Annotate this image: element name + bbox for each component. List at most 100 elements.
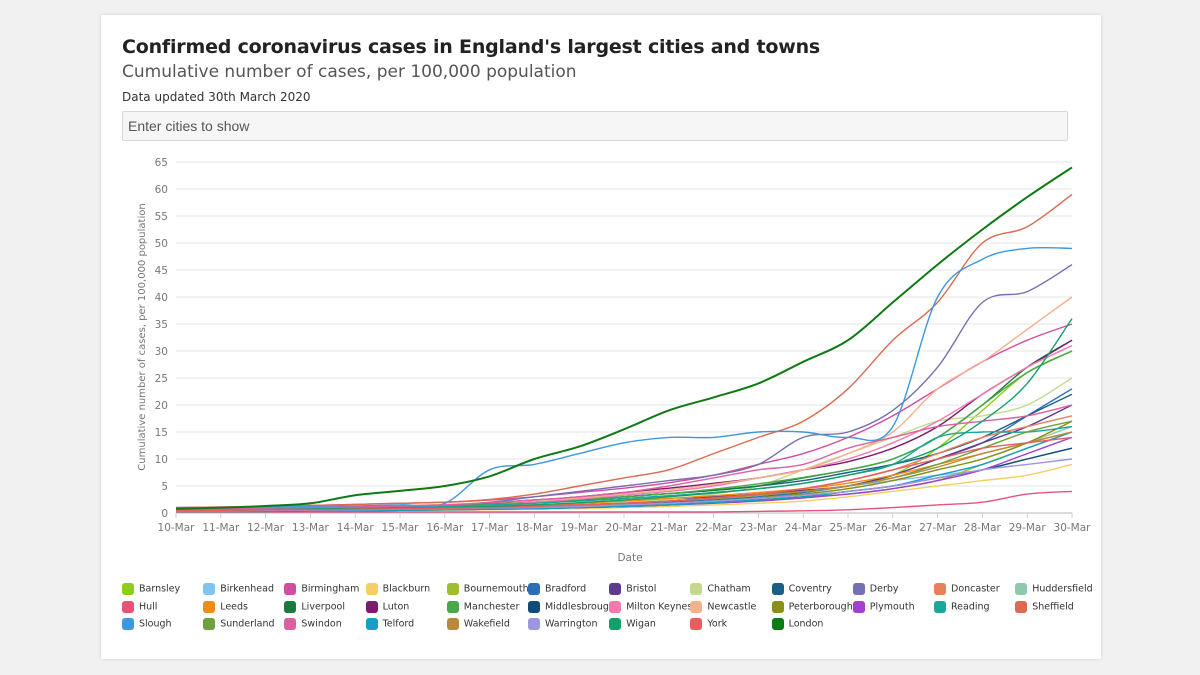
legend-item-sheffield[interactable]: Sheffield — [1015, 600, 1074, 615]
legend-swatch — [609, 600, 622, 613]
x-tick-label: 16-Mar — [426, 522, 464, 534]
legend-swatch — [528, 618, 540, 630]
x-tick-label: 24-Mar — [785, 522, 823, 534]
y-tick-label: 60 — [155, 184, 168, 196]
legend-swatch — [690, 583, 703, 595]
legend-swatch — [528, 600, 540, 613]
legend-item-newcastle[interactable]: Newcastle — [690, 600, 756, 615]
x-tick-label: 15-Mar — [382, 522, 420, 534]
legend-item-leeds[interactable]: Leeds — [203, 600, 248, 615]
legend-item-york[interactable]: York — [690, 618, 727, 632]
legend-swatch — [446, 600, 459, 613]
legend-item-sunderland[interactable]: Sunderland — [203, 618, 275, 632]
legend-label: Birmingham — [301, 583, 360, 595]
legend-item-plymouth[interactable]: Plymouth — [852, 600, 915, 615]
y-tick-label: 25 — [155, 373, 168, 385]
legend-item-barnsley[interactable]: Barnsley — [122, 583, 180, 597]
legend-label: Bournemouth — [463, 583, 529, 595]
legend-swatch — [852, 600, 865, 613]
legend-item-middlesbrough[interactable]: Middlesbrough — [528, 600, 615, 615]
legend-label: Doncaster — [951, 583, 1000, 595]
x-tick-label: 29-Mar — [1009, 522, 1047, 534]
legend-item-bristol[interactable]: Bristol — [609, 583, 656, 597]
legend-label: Wakefield — [463, 618, 510, 630]
legend-label: Wigan — [626, 618, 656, 630]
x-tick-label: 17-Mar — [471, 522, 509, 534]
y-tick-label: 40 — [155, 292, 168, 304]
legend-swatch — [122, 600, 134, 613]
chart-title: Confirmed coronavirus cases in England's… — [122, 36, 821, 58]
legend-swatch — [446, 583, 459, 595]
series-line-wigan[interactable] — [175, 318, 1073, 512]
series-line-york[interactable] — [175, 436, 1073, 512]
legend-item-london[interactable]: London — [771, 618, 823, 632]
legend-item-doncaster[interactable]: Doncaster — [934, 583, 1000, 597]
y-tick-label: 35 — [155, 319, 168, 331]
legend-label: Luton — [382, 601, 410, 612]
series-line-slough[interactable] — [175, 246, 1073, 509]
legend-label: Plymouth — [869, 601, 915, 612]
legend-label: Manchester — [463, 601, 520, 612]
series-line-liverpool[interactable] — [175, 339, 1073, 511]
legend-item-wigan[interactable]: Wigan — [609, 618, 656, 632]
legend-label: Middlesbrough — [545, 601, 615, 612]
legend-swatch — [934, 583, 946, 595]
legend-item-peterborough[interactable]: Peterborough — [771, 600, 853, 615]
legend-item-birkenhead[interactable]: Birkenhead — [203, 583, 274, 597]
legend-item-manchester[interactable]: Manchester — [446, 600, 520, 615]
y-tick-label: 0 — [161, 508, 168, 520]
legend-swatch — [203, 600, 216, 613]
city-filter-input[interactable]: Enter cities to show — [122, 111, 1068, 141]
legend-swatch — [365, 600, 378, 613]
legend-swatch — [284, 583, 297, 595]
series-line-milton-keynes[interactable] — [176, 344, 1073, 511]
legend-label: Peterborough — [788, 601, 853, 612]
legend-label: Barnsley — [139, 583, 181, 595]
series-line-swindon[interactable] — [175, 404, 1073, 510]
series-line-sheffield[interactable] — [175, 193, 1073, 509]
y-tick-label: 20 — [155, 400, 168, 412]
y-tick-label: 10 — [155, 454, 168, 466]
series-line-chatham[interactable] — [175, 377, 1073, 512]
legend-label: Slough — [139, 618, 172, 630]
legend-item-hull[interactable]: Hull — [122, 600, 157, 615]
x-tick-label: 13-Mar — [292, 522, 330, 534]
legend-item-derby[interactable]: Derby — [852, 583, 899, 597]
series-line-london[interactable] — [175, 166, 1073, 510]
legend-swatch — [690, 600, 703, 613]
legend-item-milton-keynes[interactable]: Milton Keynes — [609, 600, 692, 615]
legend-item-slough[interactable]: Slough — [122, 618, 172, 632]
x-tick-label: 25-Mar — [830, 522, 868, 534]
legend-item-birmingham[interactable]: Birmingham — [284, 583, 359, 597]
legend-item-huddersfield[interactable]: Huddersfield — [1015, 583, 1093, 597]
y-tick-label: 65 — [155, 157, 168, 169]
legend-label: Chatham — [707, 583, 751, 595]
x-axis-title: Date — [617, 552, 642, 564]
legend-item-wakefield[interactable]: Wakefield — [446, 618, 510, 632]
legend-item-swindon[interactable]: Swindon — [284, 618, 342, 632]
x-tick-label: 18-Mar — [516, 522, 554, 534]
legend-item-liverpool[interactable]: Liverpool — [284, 600, 345, 615]
legend-item-warrington[interactable]: Warrington — [528, 618, 598, 632]
legend-item-chatham[interactable]: Chatham — [690, 583, 751, 597]
x-tick-label: 19-Mar — [561, 522, 599, 534]
legend-item-bradford[interactable]: Bradford — [528, 583, 586, 597]
series-line-luton[interactable] — [175, 339, 1073, 510]
x-tick-label: 23-Mar — [740, 522, 778, 534]
legend-label: Reading — [951, 601, 990, 612]
series-line-hull[interactable] — [176, 490, 1073, 513]
legend-item-reading[interactable]: Reading — [934, 600, 990, 615]
x-tick-label: 11-Mar — [202, 522, 240, 534]
legend-item-blackburn[interactable]: Blackburn — [365, 583, 430, 597]
x-tick-label: 20-Mar — [606, 522, 644, 534]
x-tick-label: 22-Mar — [695, 522, 733, 534]
legend-item-coventry[interactable]: Coventry — [771, 583, 832, 597]
series-line-newcastle[interactable] — [175, 296, 1073, 510]
legend-label: Bradford — [545, 583, 587, 595]
legend-item-telford[interactable]: Telford — [365, 618, 414, 632]
legend-item-bournemouth[interactable]: Bournemouth — [446, 583, 529, 597]
legend-swatch — [771, 618, 784, 630]
y-axis-title: Cumulative number of cases, per 100,000 … — [137, 203, 148, 470]
legend-item-luton[interactable]: Luton — [365, 600, 410, 615]
series-line-derby[interactable] — [175, 263, 1073, 510]
